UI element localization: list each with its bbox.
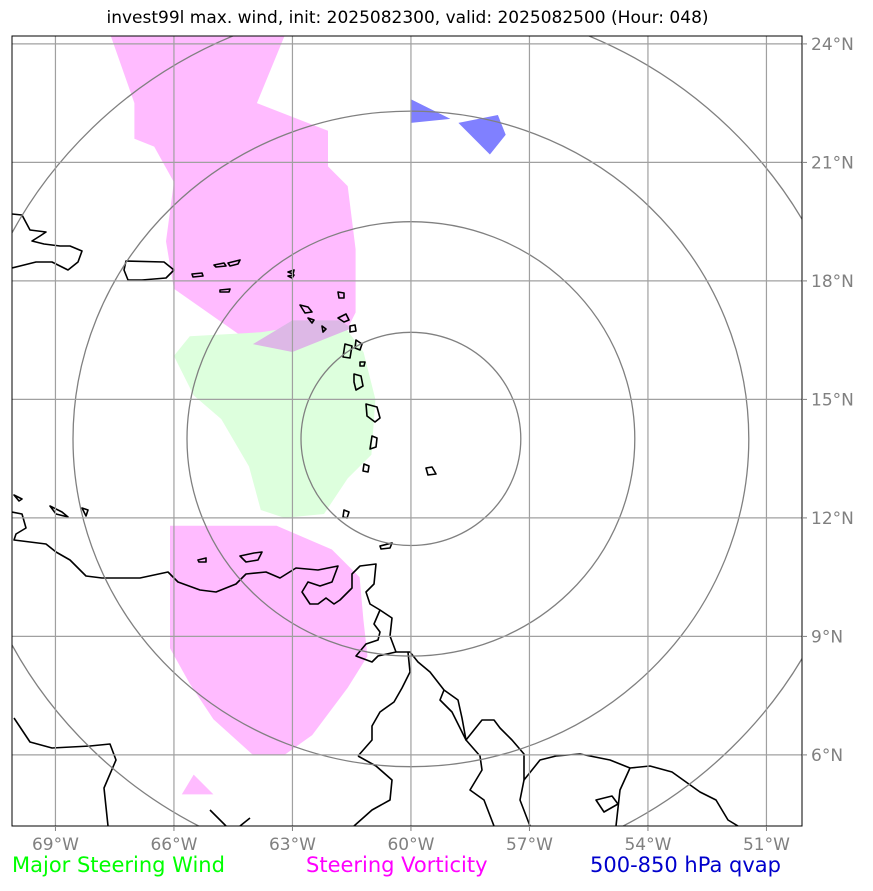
coastline-virgin-islands [191, 259, 241, 293]
tick-label-lat: 21°N [811, 153, 854, 173]
coastlines [12, 213, 739, 826]
legend-major-steering-wind: Major Steering Wind [12, 853, 225, 877]
border-brazil-1 [357, 651, 411, 757]
coastline-grenada [342, 509, 350, 519]
coastline-hispaniola [12, 213, 83, 271]
coastline-martinique [353, 373, 364, 391]
tick-label-lon: 57°W [506, 835, 553, 855]
coastline-south-america [12, 511, 739, 826]
tick-label-lon: 54°W [624, 835, 671, 855]
coastline-tobago [379, 542, 393, 550]
range-ring-4 [12, 36, 802, 826]
border-guiana-inner [595, 795, 619, 813]
tick-label-lon: 60°W [387, 835, 434, 855]
coastline-puerto-rico [123, 260, 175, 281]
field-fills [110, 36, 506, 795]
coastline-st-lucia [365, 403, 381, 423]
steering-vorticity-area-2 [181, 774, 214, 795]
major-steering-wind-area-0 [173, 320, 376, 518]
tick-label-lat: 18°N [811, 272, 854, 292]
gridlines [12, 36, 802, 826]
border-colombia-venezuela [13, 717, 117, 826]
coastline-antigua [299, 304, 315, 324]
tick-label-lon: 69°W [32, 835, 79, 855]
border-brazil-south [209, 809, 251, 826]
coastline-barbados [425, 466, 437, 476]
qvap-area-1 [458, 115, 506, 155]
coastline-grenadines [362, 463, 370, 473]
coastline-abc-islands [13, 494, 89, 518]
tick-label-lat: 15°N [811, 390, 854, 410]
field-overlap-area-0 [252, 320, 352, 352]
coastline-st-vincent [369, 435, 378, 450]
legend-qvap: 500-850 hPa qvap [590, 853, 781, 877]
border-guyana-suriname [465, 739, 495, 826]
steering-vorticity-area-0 [110, 36, 356, 352]
tick-label-lat: 6°N [811, 746, 843, 766]
tick-label-lon: 63°W [269, 835, 316, 855]
tick-label-lat: 12°N [811, 509, 854, 529]
coastline-dominica [342, 339, 366, 367]
coastline-barbuda [321, 291, 345, 333]
border-french-guiana [615, 767, 631, 826]
tick-label-lon: 66°W [150, 835, 197, 855]
coastline-margarita [197, 551, 263, 563]
border-guyana-brazil [439, 689, 467, 741]
legend-steering-vorticity: Steering Vorticity [306, 853, 488, 877]
border-suriname-guiana [519, 779, 531, 826]
axis-ticks: 69°W 66°W 63°W 60°W 57°W 54°W 51°W 6°N 9°N 12°N 15… [32, 35, 854, 855]
range-rings [12, 36, 802, 826]
coastline-guadeloupe [337, 313, 357, 333]
tick-label-lat: 24°N [811, 35, 854, 55]
border-venezuela-guyana [379, 609, 397, 653]
map-frame [11, 35, 803, 827]
tick-label-lon: 51°W [743, 835, 790, 855]
map-title: invest99l max. wind, init: 2025082300, v… [106, 8, 709, 28]
tick-label-lat: 9°N [811, 627, 843, 647]
steering-vorticity-area-1 [170, 525, 368, 755]
